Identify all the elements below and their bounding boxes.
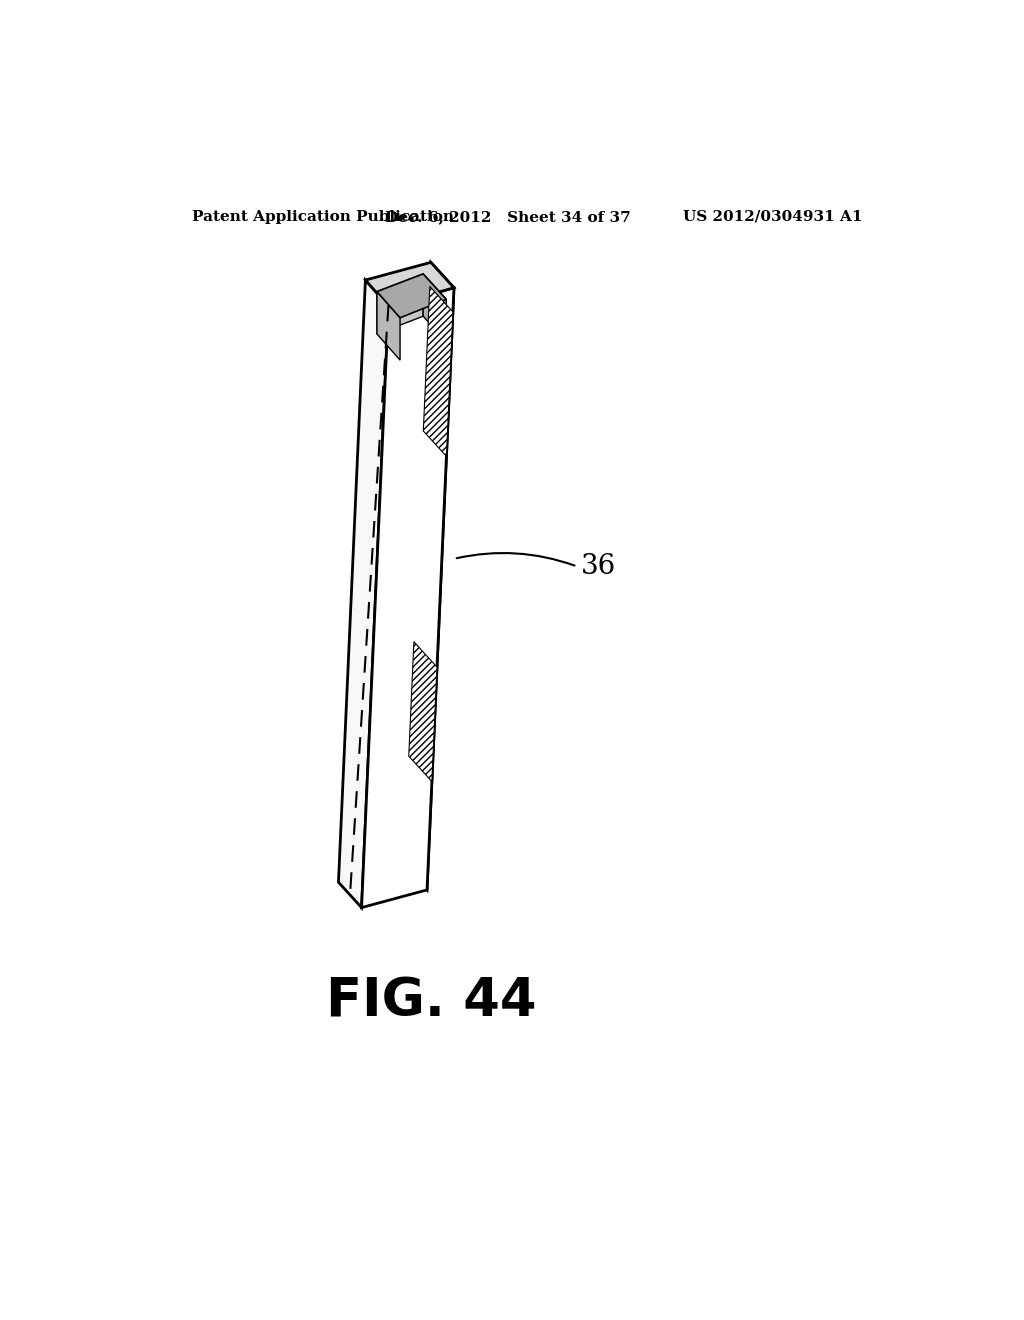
Polygon shape bbox=[377, 275, 423, 334]
Polygon shape bbox=[377, 292, 400, 360]
Text: Dec. 6, 2012   Sheet 34 of 37: Dec. 6, 2012 Sheet 34 of 37 bbox=[385, 210, 631, 224]
Polygon shape bbox=[361, 288, 454, 908]
Text: 36: 36 bbox=[581, 553, 616, 579]
Text: US 2012/0304931 A1: US 2012/0304931 A1 bbox=[683, 210, 862, 224]
Polygon shape bbox=[403, 263, 454, 890]
Polygon shape bbox=[409, 642, 437, 781]
Polygon shape bbox=[423, 286, 453, 457]
Polygon shape bbox=[366, 263, 454, 306]
Polygon shape bbox=[339, 280, 388, 908]
Text: FIG. 44: FIG. 44 bbox=[326, 975, 537, 1027]
Text: Patent Application Publication: Patent Application Publication bbox=[193, 210, 455, 224]
Polygon shape bbox=[377, 275, 446, 318]
Polygon shape bbox=[423, 275, 446, 342]
